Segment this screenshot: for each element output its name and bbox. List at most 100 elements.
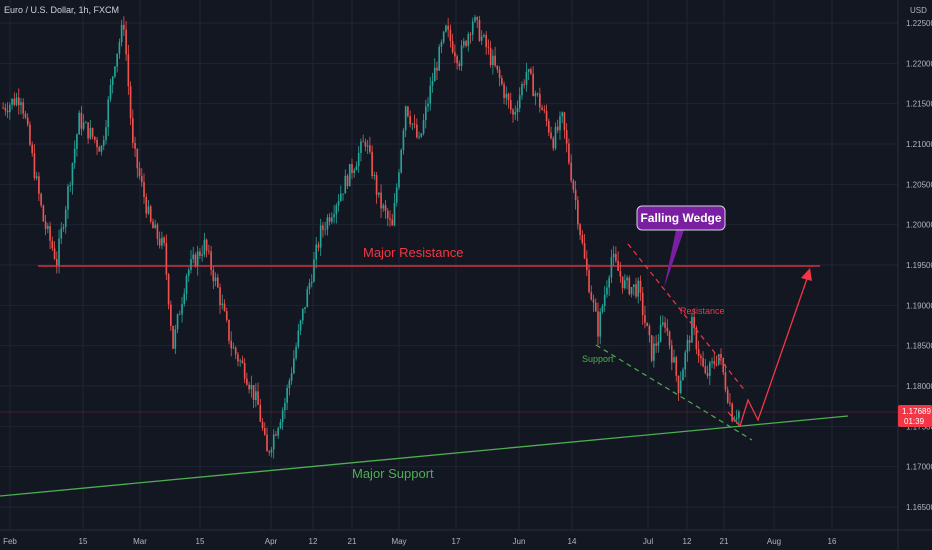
last-price-value: 1.17689 (902, 407, 931, 416)
candle-body (58, 238, 60, 266)
candle-body (628, 277, 631, 295)
candle-body (556, 126, 559, 131)
x-tick-label: 12 (683, 537, 692, 546)
candle-body (454, 52, 456, 57)
candle-body (666, 327, 669, 332)
candle-body (297, 330, 300, 347)
candle-body (402, 130, 405, 150)
candle-body (554, 126, 557, 149)
candle-body (44, 221, 47, 229)
candle-body (331, 217, 333, 222)
candle-body (626, 277, 628, 281)
candle-body (348, 164, 351, 187)
x-tick-label: 14 (568, 537, 577, 546)
candle-body (201, 254, 203, 256)
candle-body (333, 214, 335, 218)
candle-body (409, 116, 411, 125)
candle-body (85, 122, 87, 124)
candle-body (187, 269, 190, 276)
candle-body (518, 95, 521, 109)
y-tick-label: 1.22000 (906, 59, 932, 68)
candle-body (219, 287, 221, 305)
y-tick-label: 1.18000 (906, 382, 932, 391)
x-tick-label: 16 (828, 537, 837, 546)
candle-body (563, 112, 566, 131)
candle-body (619, 270, 622, 277)
x-axis[interactable]: Feb 15 Mar 15 Apr 12 21 May 17 Jun 14 Jul 12 21 Aug 16 (3, 537, 837, 546)
candle-body (183, 293, 186, 304)
candle-body (114, 66, 116, 77)
candle-body (181, 303, 183, 315)
x-tick-label: 21 (348, 537, 357, 546)
candle-body (574, 189, 577, 201)
candle-body (704, 366, 707, 374)
candle-body (393, 202, 396, 226)
candle-body (711, 361, 713, 363)
candle-body (196, 251, 199, 267)
candle-body (161, 237, 163, 246)
candle-body (24, 113, 27, 118)
candle-body (237, 354, 239, 362)
candle-body (328, 217, 331, 222)
candle-body (221, 303, 224, 305)
candle-body (615, 253, 617, 261)
candle-body (266, 434, 268, 452)
major-support-label: Major Support (352, 466, 434, 481)
candle-body (590, 292, 593, 300)
candle-body (585, 258, 588, 271)
last-price-tag-box (898, 405, 932, 427)
candle-body (270, 449, 273, 453)
candle-body (547, 121, 550, 133)
candle-body (706, 373, 709, 376)
x-tick-label: May (391, 537, 406, 546)
candle-body (570, 162, 572, 181)
candle-body (268, 451, 271, 453)
candle-body (467, 34, 470, 46)
projection-arrowhead (801, 268, 812, 281)
candle-body (579, 224, 581, 236)
candle-body (664, 322, 666, 328)
candle-body (360, 141, 362, 153)
candle-body (67, 186, 69, 210)
candle-body (178, 314, 181, 316)
x-tick-label: 15 (79, 537, 88, 546)
candle-body (429, 85, 432, 104)
candle-body (507, 93, 510, 101)
candle-body (362, 141, 364, 143)
candle-body (389, 218, 391, 220)
candle-body (288, 380, 291, 388)
y-axis[interactable]: 1.22500 1.22000 1.21500 1.21000 1.20500 1.200… (906, 19, 932, 512)
candle-body (407, 106, 409, 117)
currency-label: USD (910, 6, 927, 15)
candle-body (720, 354, 722, 358)
candle-body (438, 46, 441, 71)
candle-body (326, 217, 329, 230)
major-resistance-label: Major Resistance (363, 245, 463, 260)
candle-body (679, 380, 682, 393)
candle-body (427, 103, 429, 107)
candle-body (635, 284, 637, 297)
candle-body (286, 387, 288, 403)
candle-body (192, 254, 195, 260)
candle-body (735, 418, 738, 419)
candle-body (440, 42, 443, 47)
candle-body (581, 235, 584, 244)
candle-body (2, 107, 4, 109)
candle-body (693, 316, 695, 328)
x-tick-label: Mar (133, 537, 147, 546)
candle-body (552, 138, 555, 149)
candle-body (516, 108, 519, 113)
candle-body (129, 86, 132, 119)
candle-body (33, 153, 36, 179)
candle-body (536, 93, 539, 95)
candle-body (565, 130, 568, 144)
candle-body (31, 144, 34, 154)
candle-body (308, 283, 311, 290)
candle-body (324, 229, 326, 231)
x-tick-label: 21 (720, 537, 729, 546)
candle-body (489, 47, 492, 66)
candle-body (738, 411, 740, 419)
candle-body (373, 175, 376, 176)
